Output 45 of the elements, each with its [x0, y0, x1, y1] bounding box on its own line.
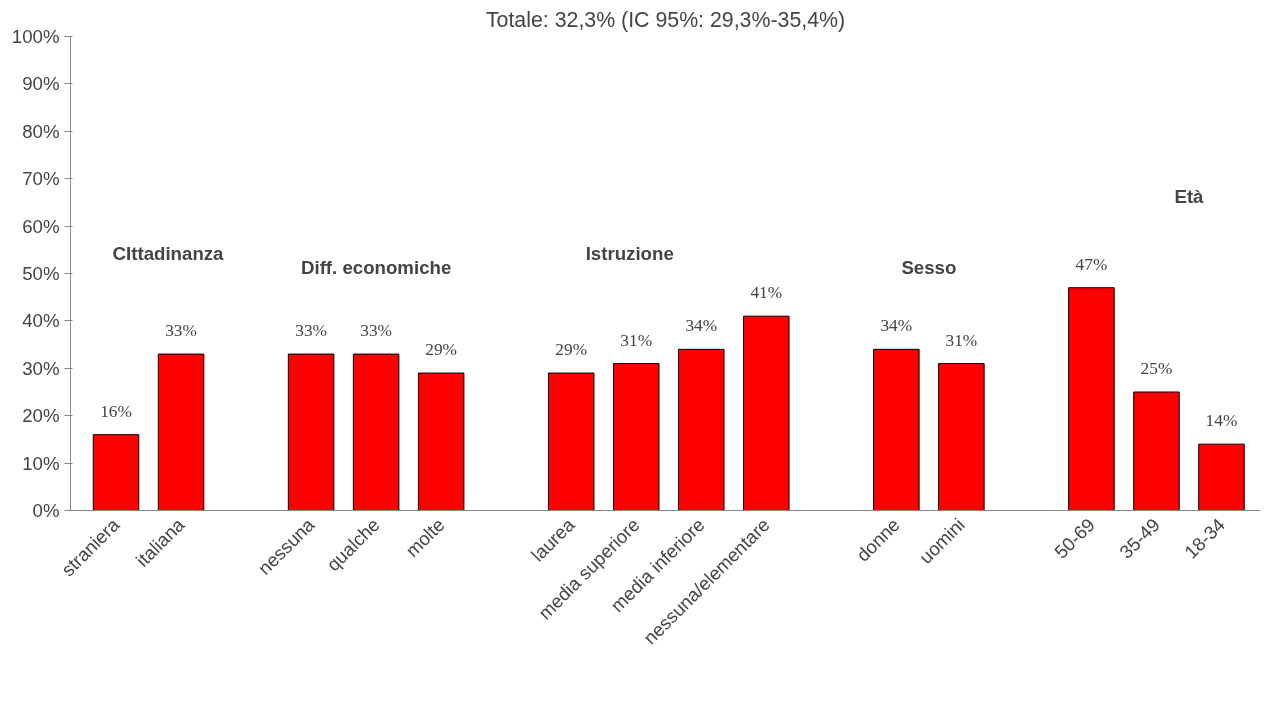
data-label: 31% [945, 330, 978, 350]
data-label: 34% [685, 316, 718, 336]
data-label: 31% [620, 330, 653, 350]
y-tick-label: 20% [22, 405, 60, 427]
bar [1198, 443, 1245, 511]
bar [1133, 391, 1180, 511]
bar [352, 353, 400, 511]
bar [873, 348, 920, 511]
data-label: 16% [100, 401, 132, 421]
y-tick-label: 50% [22, 263, 60, 284]
data-label: 47% [1075, 254, 1108, 274]
bar [1068, 287, 1115, 511]
bar [157, 353, 205, 511]
data-label: 25% [1140, 359, 1173, 378]
chart-title: Totale: 32,3% (IC 95%: 29,3%-35,4%) [485, 7, 846, 32]
data-label: 29% [555, 340, 588, 360]
y-tick-label: 60% [22, 215, 60, 237]
annotation: Diff. economiche [300, 257, 452, 279]
y-tick-label: 80% [22, 120, 60, 142]
bar [92, 434, 140, 511]
bar [417, 372, 465, 511]
bar [612, 363, 660, 511]
bar [743, 315, 790, 511]
bar [547, 372, 595, 511]
y-tick-label: 0% [32, 500, 60, 521]
annotation: Istruzione [585, 243, 674, 265]
data-label: 34% [880, 316, 913, 336]
data-label: 29% [425, 340, 458, 360]
y-tick-label: 90% [22, 73, 60, 95]
annotation: Età [1174, 186, 1205, 208]
y-tick-label: 70% [22, 168, 60, 190]
annotation: Sesso [901, 257, 957, 279]
data-label: 33% [360, 321, 393, 341]
y-tick-label: 10% [22, 452, 60, 474]
bar [678, 348, 725, 511]
y-tick-label: 30% [22, 357, 60, 379]
y-tick-label: 40% [22, 310, 60, 332]
bar [287, 353, 335, 511]
data-label: 14% [1205, 411, 1238, 431]
data-label: 33% [165, 321, 197, 341]
data-label: 33% [295, 321, 327, 341]
bar [938, 363, 985, 511]
annotation: CIttadinanza [112, 243, 225, 265]
y-tick-label: 100% [11, 26, 60, 47]
data-label: 41% [750, 283, 783, 303]
